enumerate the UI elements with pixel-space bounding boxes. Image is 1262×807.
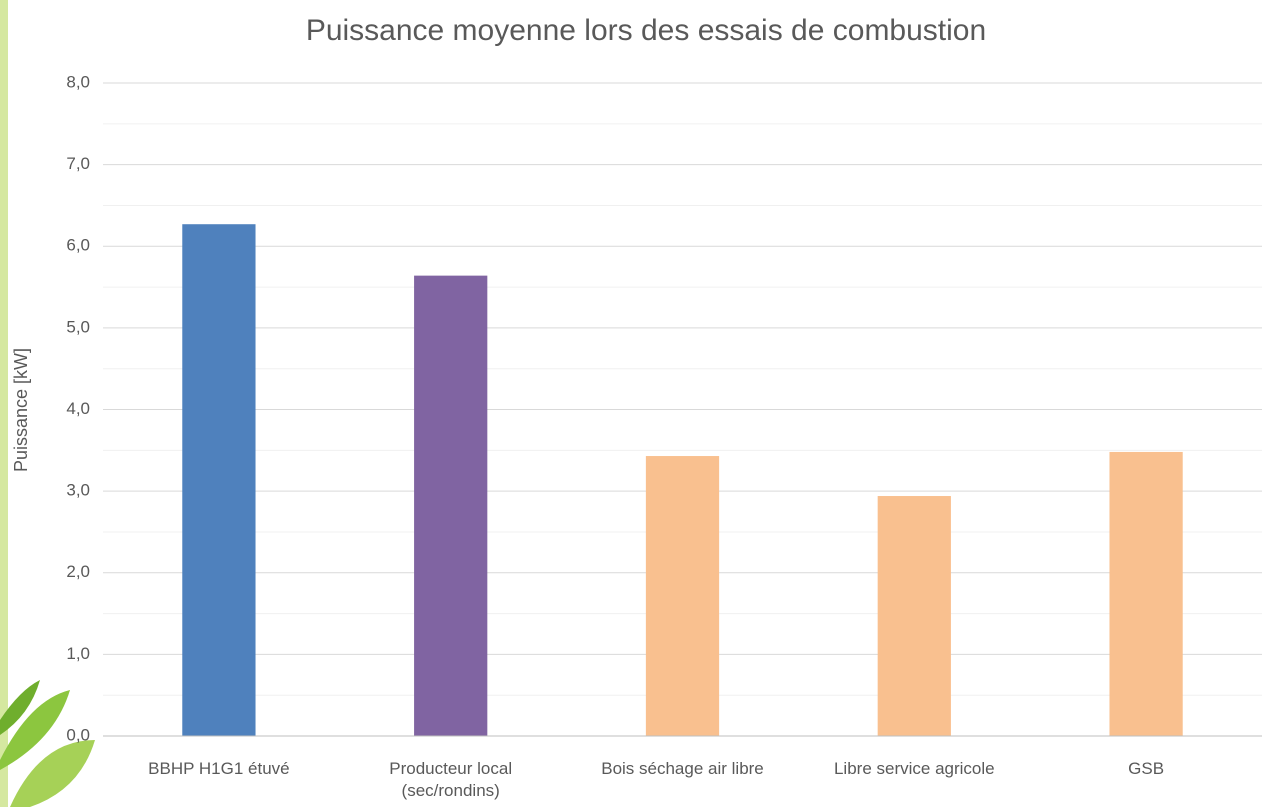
leaf-decoration: [0, 680, 95, 807]
y-tick-label: 6,0: [66, 236, 90, 255]
y-axis-label: Puissance [kW]: [11, 348, 31, 472]
x-tick-label: Producteur local (sec/rondins): [389, 759, 513, 800]
x-tick-label: GSB: [1128, 759, 1165, 778]
y-tick-label: 8,0: [66, 72, 90, 91]
y-tick-label: 1,0: [66, 644, 90, 663]
y-tick-label: 5,0: [66, 317, 90, 336]
y-tick-label: 2,0: [66, 562, 90, 581]
x-tick-label: Libre service agricole: [833, 759, 995, 778]
bar: [1109, 451, 1183, 736]
bar: [877, 496, 951, 736]
y-tick-label: 7,0: [66, 154, 90, 173]
bar: [182, 224, 256, 736]
x-tick-label: Bois séchage air libre: [601, 759, 764, 778]
y-tick-label: 0,0: [66, 725, 90, 744]
x-tick-label: BBHP H1G1 étuvé: [148, 759, 290, 778]
bar: [645, 456, 720, 736]
chart-title: Puissance moyenne lors des essais de com…: [306, 14, 986, 47]
bar: [414, 275, 488, 736]
side-stripe: [0, 0, 8, 807]
y-tick-label: 3,0: [66, 481, 90, 500]
y-tick-label: 4,0: [66, 399, 90, 418]
